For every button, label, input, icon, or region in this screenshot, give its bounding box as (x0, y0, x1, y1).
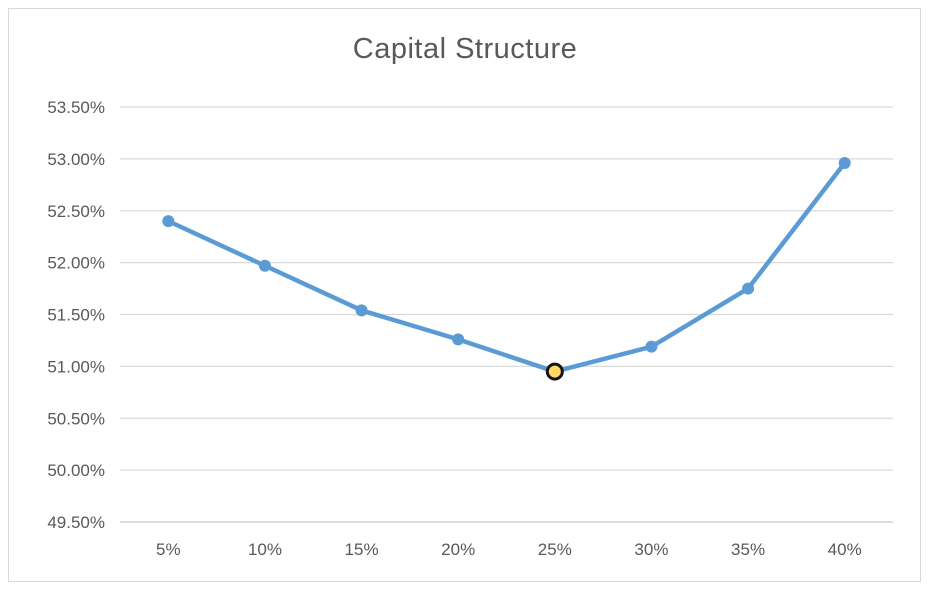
y-axis-tick-label: 49.50% (47, 513, 105, 532)
x-axis-tick-label: 40% (828, 540, 862, 559)
data-point-marker (258, 259, 271, 272)
series-line (166, 160, 847, 374)
y-axis-tick-label: 51.00% (47, 357, 105, 376)
data-point-marker (452, 333, 465, 346)
data-point-marker (355, 304, 368, 317)
data-point-marker (742, 282, 755, 295)
x-axis-tick-label: 5% (156, 540, 181, 559)
data-point-marker (645, 340, 658, 353)
chart-title: Capital Structure (352, 33, 578, 65)
y-axis-tick-label: 53.00% (47, 150, 105, 169)
x-axis-tick-label: 25% (538, 540, 572, 559)
x-axis-tick-label: 10% (248, 540, 282, 559)
y-axis-tick-label: 50.50% (47, 409, 105, 428)
x-axis-tick-label: 20% (441, 540, 475, 559)
y-axis-tick-label: 51.50% (47, 306, 105, 325)
data-point-marker (162, 215, 175, 228)
y-axis-tick-label: 53.50% (47, 98, 105, 117)
x-axis-tick-label: 30% (634, 540, 668, 559)
highlighted-data-point-marker (545, 362, 564, 381)
y-axis-tick-label: 50.00% (47, 461, 105, 480)
x-axis-tick-label: 35% (731, 540, 765, 559)
y-axis-tick-label: 52.50% (47, 202, 105, 221)
chart-frame (8, 8, 921, 582)
x-axis-tick-label: 15% (345, 540, 379, 559)
y-axis-tick-label: 52.00% (47, 254, 105, 273)
data-point-marker (838, 157, 851, 170)
